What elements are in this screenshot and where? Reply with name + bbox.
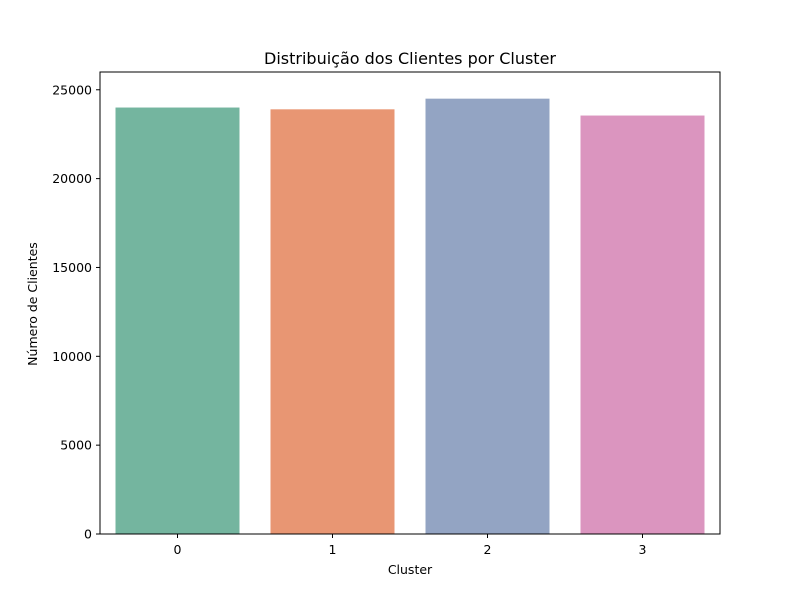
bars (115, 98, 705, 535)
y-tick-label: 10000 (52, 349, 92, 364)
x-tick-label: 0 (174, 542, 182, 557)
y-tick-label: 15000 (52, 260, 92, 275)
x-tick-label: 1 (329, 542, 337, 557)
plot-frame (99, 71, 721, 535)
y-tick-label: 20000 (52, 171, 92, 186)
bar-cluster-1 (270, 109, 395, 535)
y-tick-label: 5000 (60, 438, 92, 453)
y-tick-label: 0 (84, 527, 92, 542)
y-tick-label: 25000 (52, 82, 92, 97)
chart-title: Distribuição dos Clientes por Cluster (264, 49, 556, 68)
x-axis-label: Cluster (388, 562, 433, 577)
x-tick-label: 3 (639, 542, 647, 557)
y-axis-label: Número de Clientes (25, 242, 40, 366)
bar-cluster-0 (115, 107, 240, 535)
x-axis-ticks: 0 1 2 3 (174, 534, 647, 557)
bar-cluster-2 (425, 98, 550, 535)
x-tick-label: 2 (484, 542, 492, 557)
bar-cluster-3 (580, 115, 705, 535)
y-axis-ticks: 0 5000 10000 15000 20000 25000 (52, 82, 100, 542)
